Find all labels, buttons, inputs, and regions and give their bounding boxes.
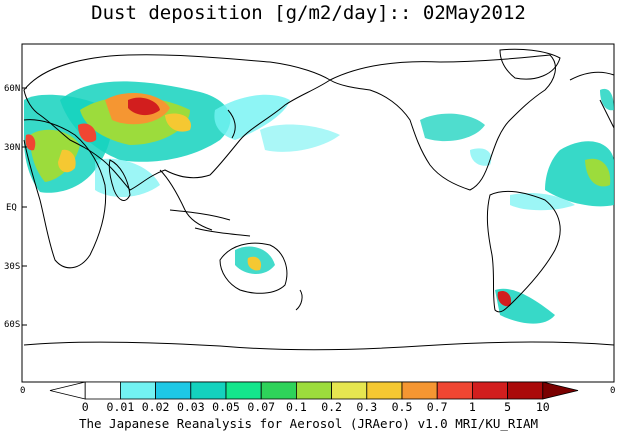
colorbar-segment [471, 381, 508, 400]
colorbar-tick-label: 0.2 [321, 400, 342, 414]
lat-label-60s: 60S [4, 320, 20, 330]
colorbar-segment [225, 381, 262, 400]
colorbar-segment [120, 381, 157, 400]
colorbar-tick-label: 0.1 [286, 400, 307, 414]
colorbar-tick-label: 0.03 [177, 400, 205, 414]
colorbar-tick-label: 0 [82, 400, 89, 414]
dust-region-mexico [470, 148, 492, 166]
lat-label-30n: 30N [4, 143, 20, 153]
dust-region-gobi [165, 113, 191, 132]
colorbar-segment [401, 381, 438, 400]
colorbar-segment [190, 381, 227, 400]
lon-label-left: 0 [20, 386, 25, 396]
dust-region-atlantic-plume [545, 141, 614, 207]
dust-region-iran-hot [78, 123, 97, 143]
dust-region-patagonia-core [497, 290, 512, 307]
dust-region-atlantic-core [585, 158, 611, 187]
colorbar-tick-label: 0.07 [247, 400, 275, 414]
colorbar-segment [366, 381, 403, 400]
coast-indonesia [169, 209, 251, 237]
colorbar-segment [295, 381, 332, 400]
coast-antarctica [23, 341, 615, 351]
coast-eurasia [23, 54, 331, 191]
coastlines [23, 48, 615, 351]
coast-india [108, 159, 131, 201]
colorbar-tick-label: 0.5 [392, 400, 413, 414]
dust-region-sahara-hot [58, 149, 76, 173]
coast-greenland [499, 48, 561, 80]
colorbar-tick-label: 0.02 [142, 400, 170, 414]
colorbar-segment [507, 381, 544, 400]
colorbar-segment [331, 381, 368, 400]
colorbar-tick-label: 10 [536, 400, 550, 414]
coast-north-america [328, 54, 556, 191]
coast-australia [219, 242, 288, 294]
colorbar-tick-label: 0.01 [107, 400, 135, 414]
dust-region-sahara-core [30, 129, 80, 182]
map-footer: The Japanese Reanalysis for Aerosol (JRA… [78, 416, 539, 431]
colorbar-tick-label: 0.05 [212, 400, 240, 414]
dust-region-arabian-sea [95, 158, 160, 197]
lat-label-60n: 60N [4, 84, 20, 94]
dust-region-nw-pacific [260, 124, 340, 152]
colorbar-segment [260, 381, 297, 400]
colorbar-segment [84, 381, 121, 400]
colorbar-tick-label: 0.7 [427, 400, 448, 414]
dust-region-north-america [420, 113, 485, 142]
coast-new-zealand [295, 289, 303, 311]
coast-south-america [486, 190, 561, 313]
dust-region-asian-outflow [214, 94, 290, 140]
dust-region-nwafrica-hot [25, 134, 36, 151]
colorbar-tick-label: 1 [469, 400, 476, 414]
colorbar-segment [436, 381, 473, 400]
dust-region-australia-core [247, 256, 262, 271]
lon-label-right: 0 [610, 386, 615, 396]
lat-label-eq: EQ [6, 203, 17, 213]
colorbar-segment [542, 381, 579, 400]
coast-se-asia [159, 169, 213, 231]
colorbar-segment [155, 381, 192, 400]
lat-label-30s: 30S [4, 262, 20, 272]
coast-europe [569, 71, 615, 129]
dust-region-taklimakan-hot [128, 97, 160, 116]
latitude-labels: 60N 30N EQ 30S 60S [4, 84, 20, 330]
coast-japan [227, 109, 236, 139]
colorbar: 0 0.01 0.02 0.03 0.05 0.07 0.1 0.2 0.3 0.5 0.7 1 5 10 [49, 381, 579, 414]
map-title: Dust deposition [g/m2/day]:: 02May2012 [91, 2, 526, 24]
dust-shading [24, 81, 614, 324]
dust-region-caribbean [510, 193, 575, 211]
coast-africa [23, 119, 107, 269]
dust-region-europe-east-edge [600, 88, 614, 111]
colorbar-segment [49, 381, 86, 400]
latitude-ticks [22, 87, 27, 326]
colorbar-tick-label: 0.3 [356, 400, 377, 414]
colorbar-tick-label: 5 [504, 400, 511, 414]
